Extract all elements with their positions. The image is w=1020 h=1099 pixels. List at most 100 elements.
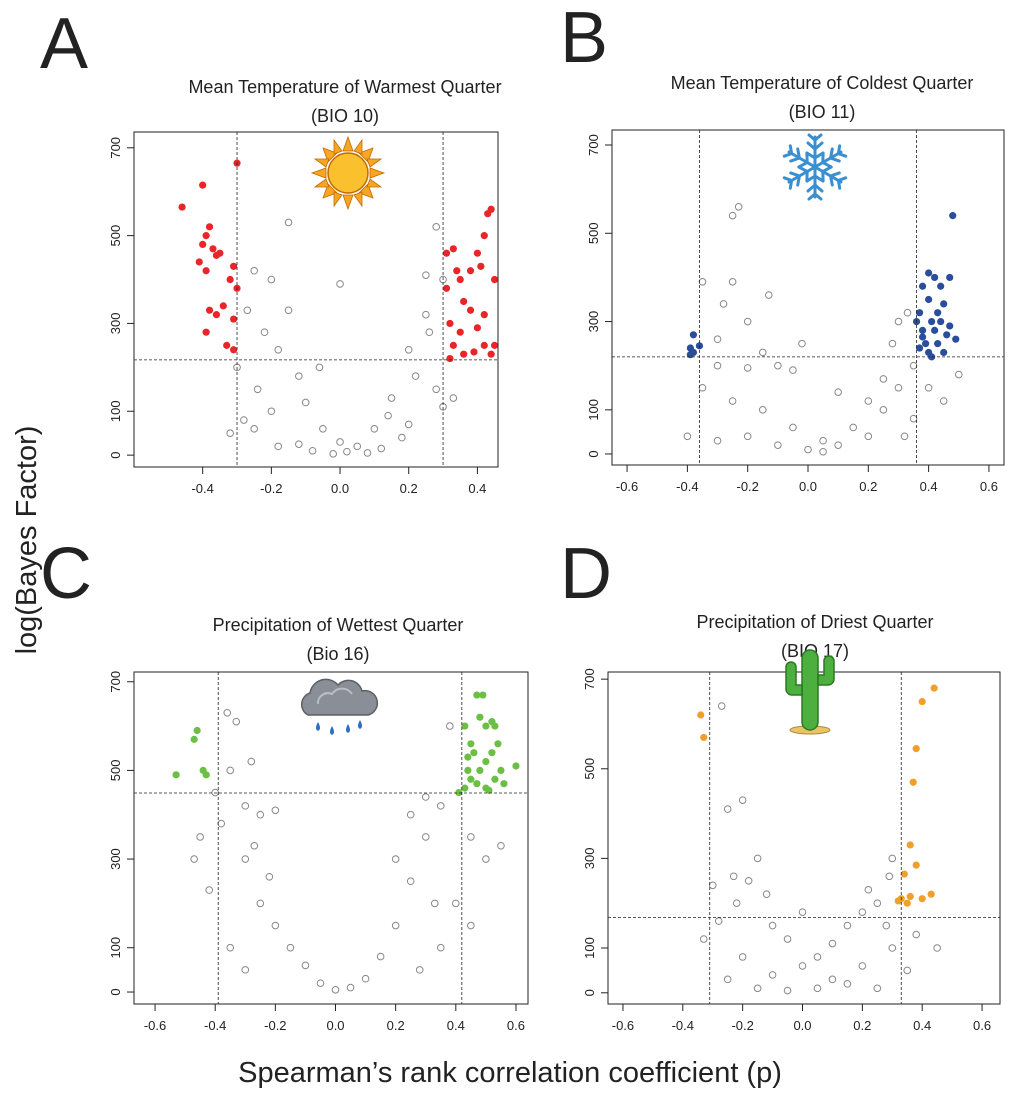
point (467, 833, 475, 841)
point (888, 854, 897, 863)
point (713, 436, 722, 445)
point (247, 757, 256, 766)
point (713, 335, 722, 344)
point (452, 899, 460, 908)
point (819, 447, 827, 456)
y-tick-label: 500 (108, 225, 123, 247)
point (353, 442, 362, 451)
point (406, 877, 415, 886)
plot-frame (611, 129, 1005, 466)
point (873, 899, 882, 907)
highlight-point (903, 899, 911, 907)
y-tick-label: 100 (586, 399, 601, 421)
y-tick-label: 100 (108, 937, 123, 959)
highlight-point (918, 697, 926, 706)
point (888, 944, 897, 952)
panel-title: (Bio 16) (306, 644, 369, 664)
highlight-point (202, 328, 210, 336)
highlight-point (456, 275, 464, 284)
y-tick-label: 100 (108, 400, 123, 422)
point (256, 810, 265, 819)
y-tick-label: 700 (108, 671, 123, 693)
point (497, 841, 505, 850)
highlight-point (464, 753, 472, 761)
point (743, 364, 752, 372)
highlight-point (700, 733, 708, 742)
panel-letter: B (560, 0, 608, 78)
point (421, 833, 430, 841)
point (226, 766, 235, 775)
highlight-point (952, 335, 960, 343)
point (196, 833, 204, 841)
point (728, 278, 737, 286)
point (768, 971, 777, 979)
panel: C Precipitation of Wettest Quarter (Bio 16… (40, 534, 529, 1033)
point (422, 310, 430, 319)
highlight-point (480, 311, 488, 319)
point (336, 280, 344, 288)
x-tick-label: 0.4 (920, 479, 938, 494)
point (391, 921, 400, 930)
point (954, 370, 963, 379)
highlight-point (686, 351, 695, 359)
point (864, 885, 873, 894)
point (316, 979, 325, 987)
point (758, 406, 767, 414)
point (422, 271, 430, 279)
highlight-point (473, 324, 481, 332)
x-tick-label: 0.6 (507, 1018, 525, 1033)
point (798, 908, 807, 916)
point (738, 953, 747, 961)
highlight-point (915, 309, 924, 317)
panel-letter: C (40, 534, 92, 614)
point (738, 796, 747, 804)
point (743, 317, 752, 326)
point (683, 432, 692, 441)
x-tick-label: 0.0 (799, 479, 817, 494)
highlight-point (480, 232, 488, 240)
point (924, 383, 933, 392)
point (879, 375, 888, 383)
rain-cloud-icon (300, 678, 379, 735)
x-tick-label: 0.0 (326, 1018, 344, 1033)
point (774, 441, 782, 449)
x-tick-label: -0.4 (672, 1018, 694, 1033)
point (717, 702, 726, 710)
highlight-point (490, 341, 499, 349)
highlight-point (894, 897, 902, 905)
highlight-point (915, 344, 924, 352)
point (250, 425, 258, 433)
point (284, 218, 293, 227)
highlight-point (209, 245, 217, 253)
highlight-point (470, 348, 478, 356)
point (421, 793, 430, 801)
highlight-point (479, 691, 487, 699)
point (267, 407, 276, 416)
highlight-point (205, 306, 214, 314)
highlight-point (937, 317, 945, 326)
point (217, 819, 226, 828)
highlight-point (216, 249, 224, 257)
highlight-point (219, 302, 227, 310)
highlight-point (229, 262, 238, 270)
point (232, 717, 241, 726)
panel: B Mean Temperature of Coldest Quarter (BIO… (560, 0, 1005, 494)
point (361, 974, 370, 983)
y-tick-label: 100 (582, 937, 597, 959)
point (295, 440, 303, 448)
point (274, 442, 283, 451)
point (391, 855, 400, 863)
point (783, 935, 792, 943)
highlight-point (485, 786, 493, 794)
x-tick-label: 0.4 (447, 1018, 465, 1033)
x-tick-label: 0.2 (859, 479, 877, 494)
panel-title: (BIO 10) (311, 106, 379, 126)
point (482, 855, 490, 863)
point (873, 984, 882, 993)
x-tick-label: 0.2 (400, 481, 418, 496)
x-tick-label: 0.4 (913, 1018, 931, 1033)
point (315, 363, 324, 372)
point (250, 266, 258, 275)
point (223, 708, 232, 717)
highlight-point (199, 240, 207, 248)
